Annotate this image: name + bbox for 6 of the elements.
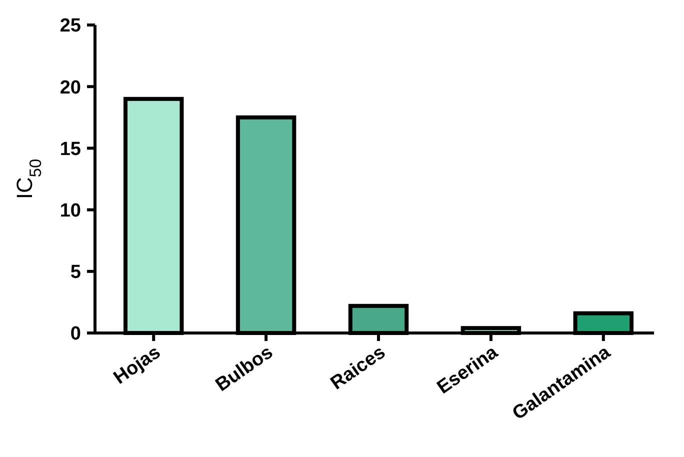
y-tick-label: 5 — [70, 262, 82, 284]
y-tick-label: 15 — [60, 138, 82, 160]
y-tick-label: 10 — [60, 200, 81, 222]
y-tick-label: 20 — [60, 77, 81, 98]
y-tick-label: 25 — [60, 16, 82, 37]
y-tick-label: 0 — [70, 324, 81, 345]
